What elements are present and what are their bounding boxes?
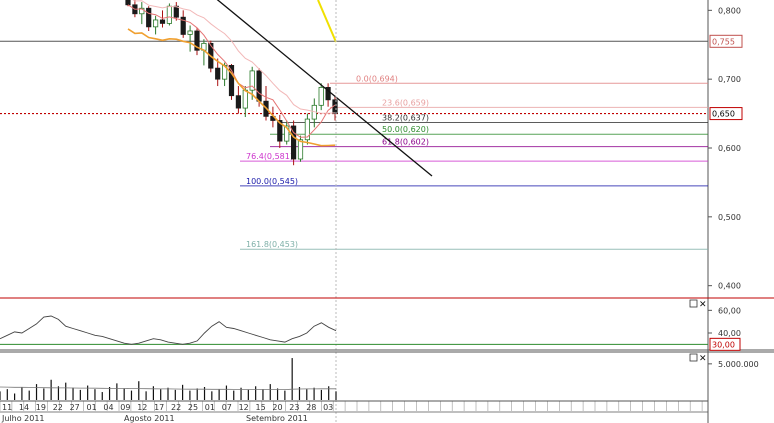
candle-body bbox=[256, 70, 262, 102]
volume-tick-label: 5.000.000 bbox=[718, 360, 759, 369]
price-tick-label: 0,600 bbox=[718, 144, 741, 153]
rsi-panel: 60,00 40,00 30,00 ✕ bbox=[0, 297, 774, 351]
candle-body bbox=[180, 16, 186, 35]
x-day-label: 03 bbox=[323, 403, 333, 412]
candle-body bbox=[297, 139, 304, 160]
maximize-panel-icon bbox=[689, 353, 698, 362]
price-tick-label: 0,400 bbox=[718, 282, 741, 291]
x-day-label: 17 bbox=[154, 403, 164, 412]
candle-body bbox=[146, 7, 152, 28]
candle-body bbox=[249, 70, 255, 91]
candle-body bbox=[173, 5, 179, 18]
x-month-label: Julho 2011 bbox=[1, 414, 45, 423]
x-day-label: 22 bbox=[171, 403, 181, 412]
candle-body bbox=[194, 30, 200, 51]
x-month-label: Setembro 2011 bbox=[246, 414, 308, 423]
rsi-line bbox=[0, 315, 337, 345]
price-tick-label: 0,500 bbox=[718, 213, 741, 222]
price-panel: 0,800 0,700 0,600 0,500 0,400 0.0(0,694) 23.6(… bbox=[0, 0, 743, 423]
maximize-panel-icon bbox=[689, 299, 698, 308]
x-day-label: 19 bbox=[36, 403, 46, 412]
rsi-level-box bbox=[709, 337, 741, 351]
bollinger-lower bbox=[127, 28, 336, 147]
candle-body bbox=[139, 7, 145, 15]
x-day-label: 20 bbox=[272, 403, 282, 412]
candle-body bbox=[215, 67, 221, 80]
candle-body bbox=[228, 64, 235, 97]
x-day-label: 28 bbox=[306, 403, 316, 412]
x-day-label: 25 bbox=[188, 403, 198, 412]
volume-panel: 5.000.000 ✕ bbox=[0, 351, 774, 400]
level-label: 0,755 bbox=[712, 37, 735, 46]
candle-body bbox=[159, 19, 166, 24]
fibonacci-label: 161.8(0,453) bbox=[246, 240, 298, 249]
candle-body bbox=[166, 5, 172, 24]
candle-body bbox=[284, 125, 290, 142]
x-day-label: 15 bbox=[256, 403, 266, 412]
moving-average-upper bbox=[132, 0, 336, 114]
price-tick-label: 0,800 bbox=[718, 6, 741, 15]
x-month-label: Agosto 2011 bbox=[124, 414, 175, 423]
close-panel-icon: ✕ bbox=[699, 354, 707, 364]
candle-body bbox=[318, 87, 324, 106]
level-label-box bbox=[709, 34, 743, 48]
fibonacci-label: 0.0(0,694) bbox=[356, 74, 398, 83]
x-day-label: 23 bbox=[289, 403, 299, 412]
volume-average-line bbox=[0, 386, 336, 390]
x-day-label: 09 bbox=[120, 403, 130, 412]
fibonacci-label: 61.8(0,602) bbox=[382, 138, 429, 147]
vertical-grid bbox=[0, 401, 703, 411]
level-label: 0,650 bbox=[712, 110, 735, 119]
candle-body bbox=[125, 0, 131, 6]
rsi-tick-label: 60,00 bbox=[718, 306, 741, 315]
x-axis: 11 14 19 22 27 01 04 09 12 17 22 25 01 07 12 15 20 23 28 03… bbox=[0, 400, 708, 423]
candle-body bbox=[187, 30, 193, 35]
fibonacci-label: 50.0(0,620) bbox=[382, 125, 429, 134]
rsi-level-label: 30,00 bbox=[712, 340, 735, 349]
x-day-label: 22 bbox=[53, 403, 63, 412]
candle-body bbox=[290, 125, 297, 160]
moving-average-short bbox=[127, 4, 336, 138]
candle-body bbox=[152, 19, 159, 28]
x-day-label: 14 bbox=[19, 403, 29, 412]
x-day-label: 12 bbox=[239, 403, 249, 412]
x-day-label: 27 bbox=[70, 403, 80, 412]
candle-body bbox=[277, 120, 283, 142]
x-day-label: 07 bbox=[222, 403, 232, 412]
fibonacci-label: 23.6(0,659) bbox=[382, 98, 429, 107]
x-day-label: 11 bbox=[2, 403, 12, 412]
fibonacci-label: 100.0(0,545) bbox=[246, 177, 298, 186]
level-label-box bbox=[709, 107, 743, 121]
yellow-indicator-line bbox=[317, 0, 337, 43]
trend-line bbox=[216, 0, 433, 177]
candle-body bbox=[242, 89, 248, 109]
candle-body bbox=[235, 95, 241, 109]
candle-body bbox=[304, 118, 311, 141]
x-day-label: 12 bbox=[137, 403, 147, 412]
fibonacci-label: 38.2(0,637) bbox=[382, 114, 429, 123]
x-day-label: 01 bbox=[205, 403, 215, 412]
x-day-label: 01 bbox=[87, 403, 97, 412]
rsi-tick-label: 40,00 bbox=[718, 329, 741, 338]
x-day-label: 04 bbox=[103, 403, 113, 412]
price-tick-label: 0,700 bbox=[718, 75, 741, 84]
candle-body bbox=[325, 87, 331, 101]
close-panel-icon: ✕ bbox=[699, 300, 707, 310]
fibonacci-label: 76.4(0,581) bbox=[246, 152, 293, 161]
